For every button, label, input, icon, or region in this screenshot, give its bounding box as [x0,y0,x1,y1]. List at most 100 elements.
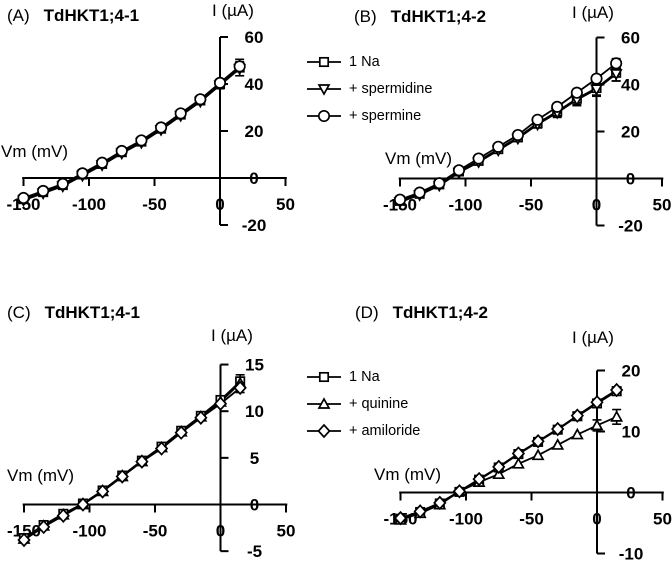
legend-item-triangle-down: + spermidine [306,75,432,102]
panel-c-plot: -150-100-50050151050-5 [7,356,295,562]
data-marker-circle [233,60,246,73]
legend-item-square: 1 Na [306,363,420,390]
data-marker-diamond [95,484,110,499]
panel-d-title: TdHKT1;4-2 [392,303,489,322]
series-triangle-down [17,63,247,208]
data-marker-circle [610,57,623,70]
legend-marker-circle-icon [307,109,341,122]
panel-b-y-axis-title: I (µA) [572,3,614,22]
data-marker-circle [511,128,524,142]
data-marker-diamond [433,495,447,511]
x-tick-label: 50 [653,196,672,215]
data-marker-diamond [413,504,427,519]
data-marker-diamond [56,508,70,523]
data-marker-triangle-up [610,410,624,422]
data-marker-circle [115,144,128,158]
series-line-diamond [400,389,618,519]
data-marker-circle [551,100,564,113]
legend-label: + spermine [349,107,422,124]
series-circle [17,60,246,205]
legend-marker-square-icon [307,371,341,382]
y-tick-label: 40 [621,76,640,95]
data-marker-circle [213,76,227,89]
data-marker-diamond [511,446,526,461]
series-circle [393,57,623,206]
series-line-triangle-up [23,382,241,540]
panel-b-title: TdHKT1;4-2 [390,7,487,26]
data-marker-circle [96,156,109,169]
panel-b-plot: -150-100-500506040200-20 [383,29,671,236]
x-tick-label: -100 [72,195,106,214]
data-marker-diamond [233,380,247,396]
data-marker-circle [393,193,407,206]
data-marker-diamond [17,532,31,548]
series-line-square [399,72,617,202]
y-tick-label: 0 [250,496,259,515]
data-marker-triangle-up [511,457,525,469]
x-tick-label: -100 [449,510,483,529]
data-marker-diamond [135,454,149,469]
data-marker-diamond [213,396,228,411]
legend-blockers: 1 Na + quinine + amiloride [306,363,420,444]
y-tick-label: -20 [618,217,643,236]
series-diamond [393,382,624,526]
data-marker-diamond [76,497,90,512]
y-tick-label: 10 [245,402,264,421]
y-tick-label: -20 [242,216,267,235]
data-marker-circle [174,107,187,120]
data-marker-circle [135,134,148,147]
data-marker-diamond [472,471,486,487]
panel-b-label: (B) [354,7,377,26]
data-marker-diamond [393,510,408,526]
x-tick-label: 50 [276,195,295,214]
panel-c-y-axis-title: I (µA) [211,326,253,345]
data-marker-diamond [115,469,129,484]
data-marker-diamond [154,441,169,456]
data-marker-diamond [36,519,51,535]
y-tick-label: 0 [626,170,635,189]
series-square [18,58,245,205]
x-tick-label: -50 [142,195,167,214]
panel-d-y-axis-title: I (µA) [572,328,614,347]
panel-c-x-axis-title: Vm (mV) [7,466,75,485]
data-marker-diamond [194,410,208,425]
y-tick-label: 20 [622,362,641,381]
data-marker-circle [37,184,50,197]
legend-marker-square-icon [307,56,341,67]
data-marker-circle [413,186,426,199]
data-marker-circle [492,140,505,153]
panel-a-plot: -150-100-500506040200-20 [6,28,294,235]
panel-d-label: (D) [355,303,379,322]
series-line-triangle-down [23,68,241,202]
legend-item-diamond: + amiloride [306,417,420,444]
legend-label: + amiloride [349,422,421,439]
data-marker-diamond [174,425,188,440]
y-tick-label: 0 [626,484,635,503]
y-tick-label: 20 [245,122,264,141]
series-diamond [17,380,247,548]
legend-item-circle: + spermine [306,102,432,129]
data-marker-diamond [570,408,585,423]
panel-a-x-axis-title: Vm (mV) [1,142,69,161]
panel-c-title: TdHKT1;4-1 [44,303,141,322]
data-marker-circle [433,177,446,190]
x-tick-label: 50 [653,510,672,529]
x-tick-label: -50 [519,196,544,215]
legend-item-square: 1 Na [306,48,432,75]
legend-label: + spermidine [349,80,433,97]
legend-label: + quinine [349,395,409,412]
data-marker-circle [17,191,30,205]
legend-marker-triangle-down-icon [307,83,341,96]
panel-a-header: (A) TdHKT1;4-1 [7,6,139,26]
data-marker-triangle-down [609,69,623,81]
y-tick-label: 0 [249,169,258,188]
y-tick-label: 5 [250,449,259,468]
data-marker-diamond [452,484,467,499]
panel-a-y-axis-title: I (µA) [212,1,254,20]
panel-d-plot: -150-100-5005020100-10 [383,362,671,564]
legend-label: 1 Na [349,368,380,385]
legend-marker-diamond-icon [307,423,341,438]
data-marker-circle [452,164,465,177]
